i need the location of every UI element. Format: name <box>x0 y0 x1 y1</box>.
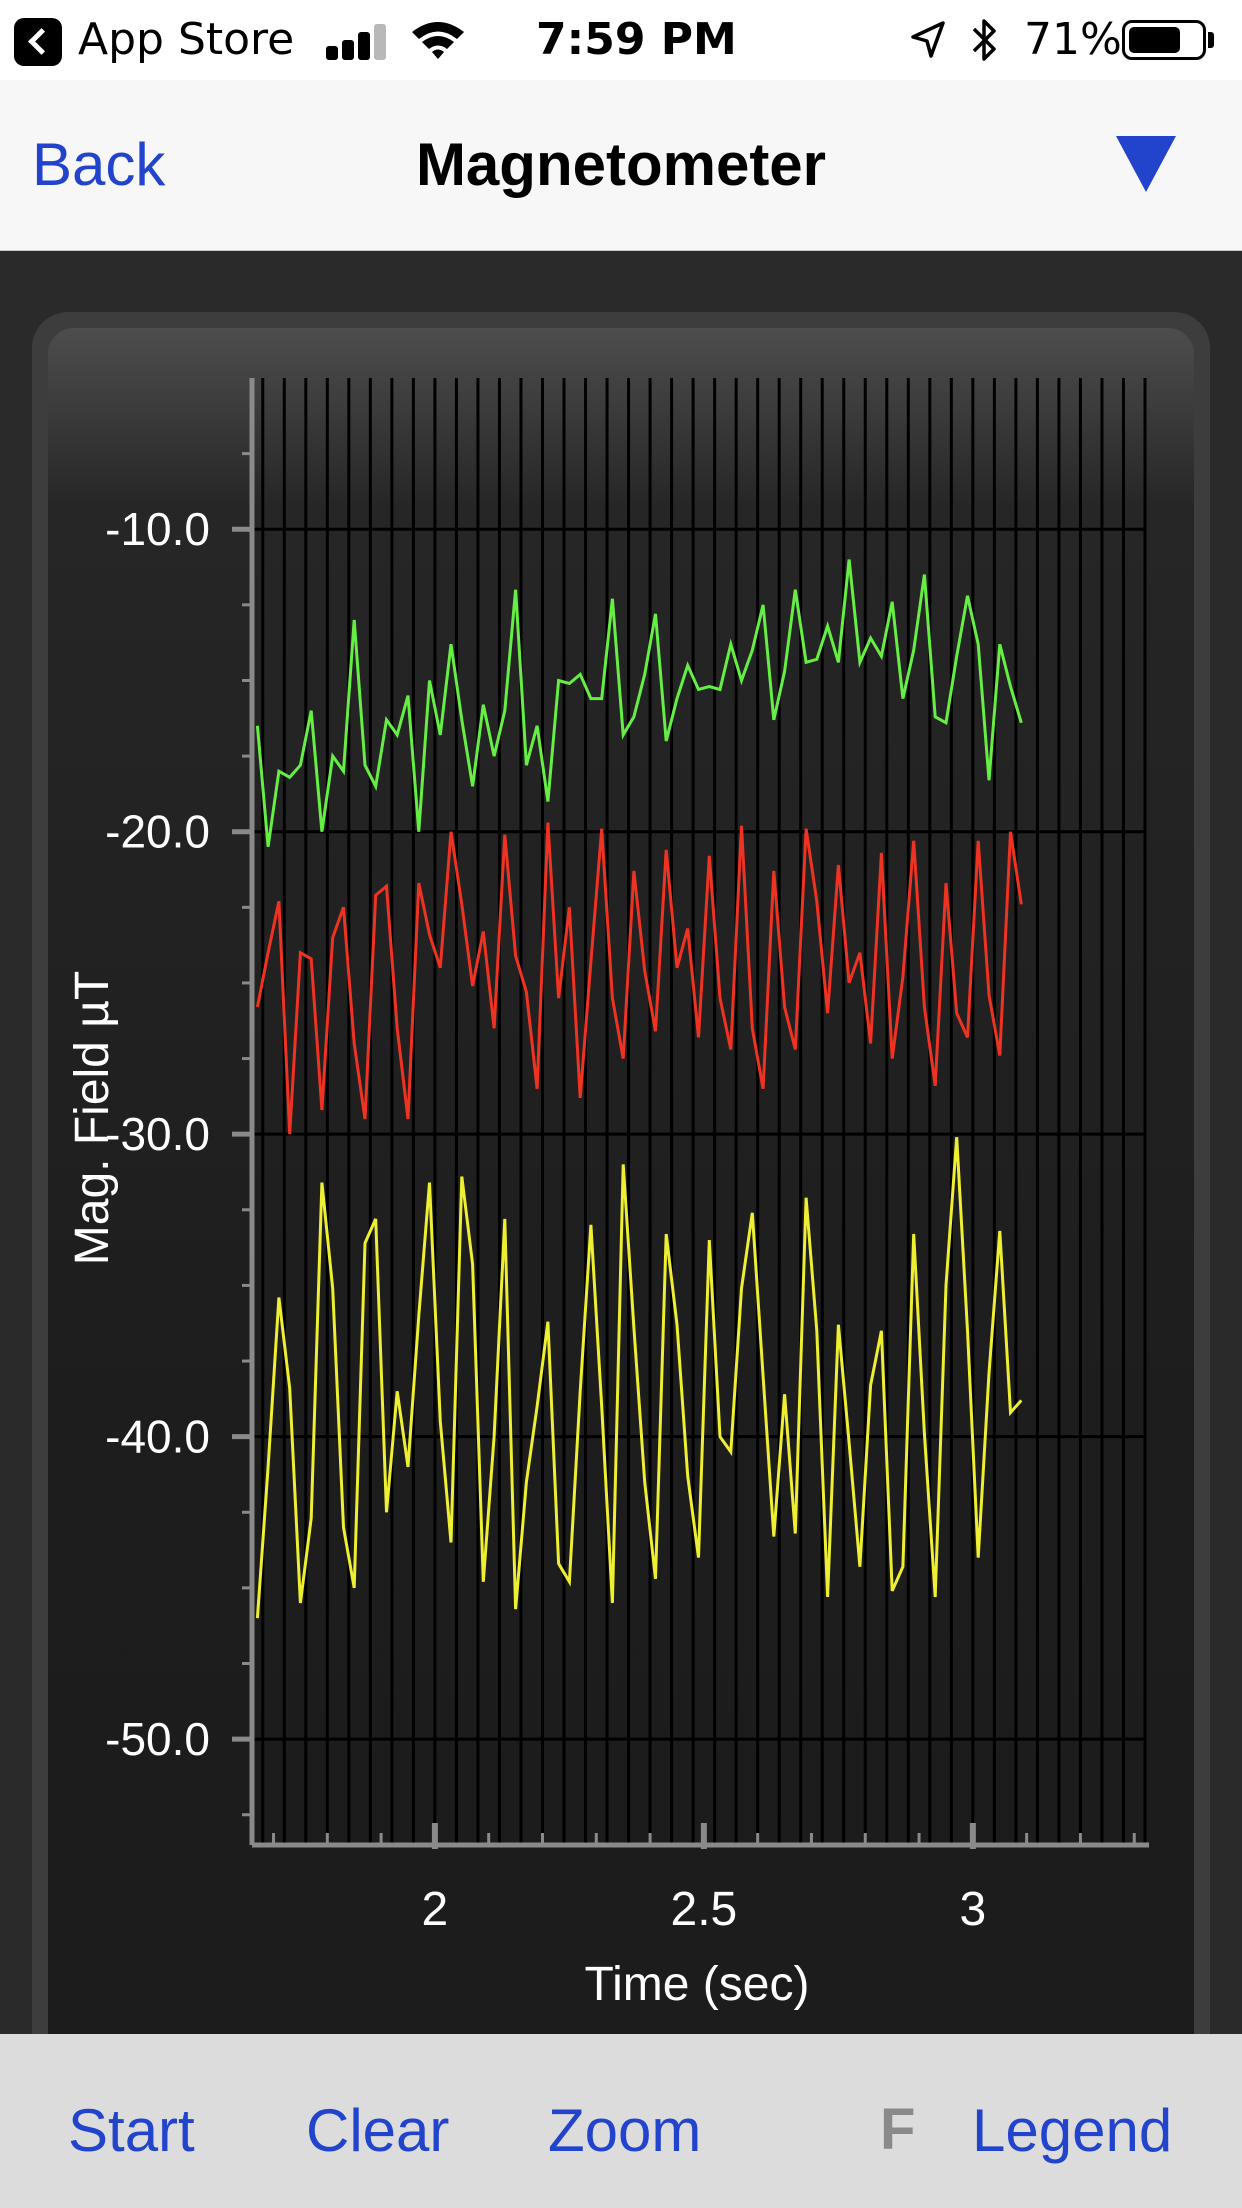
back-button[interactable]: Back <box>32 131 166 198</box>
x-tick-label: 2.5 <box>671 1883 738 1936</box>
status-time: 7:59 PM <box>536 14 737 65</box>
magnetometer-chart[interactable]: -10.0 -20.0 -30.0 -40.0 -50.0 2 2.5 3 Time (sec… <box>0 250 1242 2020</box>
filter-button[interactable]: F <box>880 2097 916 2162</box>
y-axis-label: Mag. Field µT <box>66 971 119 1265</box>
bottom-toolbar: Start Clear Zoom F Legend <box>0 2034 1242 2208</box>
battery-icon <box>1122 20 1206 60</box>
bluetooth-icon <box>972 19 996 61</box>
x-tick-label: 2 <box>422 1883 449 1936</box>
clear-button[interactable]: Clear <box>306 2097 450 2164</box>
x-tick-label: 3 <box>960 1883 987 1936</box>
zoom-button[interactable]: Zoom <box>548 2097 702 2164</box>
battery-tip <box>1208 32 1214 48</box>
y-tick-label: -10.0 <box>105 503 210 555</box>
chart-series <box>255 559 1023 1619</box>
legend-button[interactable]: Legend <box>972 2097 1173 2164</box>
cellular-signal-icon <box>326 24 390 60</box>
status-bar: App Store 7:59 PM 71% <box>0 0 1242 80</box>
location-arrow-icon <box>911 21 945 58</box>
chart-tick-labels: -10.0 -20.0 -30.0 -40.0 -50.0 2 2.5 3 <box>105 503 986 1936</box>
series-line-1 <box>255 559 1023 848</box>
navigation-bar: Back Magnetometer <box>0 80 1242 251</box>
y-tick-label: -30.0 <box>105 1108 210 1160</box>
series-line-2 <box>255 822 1023 1135</box>
series-line-3 <box>255 1137 1023 1619</box>
chart-grid <box>252 378 1147 1845</box>
back-to-app-label[interactable]: App Store <box>78 14 295 65</box>
start-button[interactable]: Start <box>68 2097 195 2164</box>
wifi-icon <box>412 22 464 59</box>
battery-percent: 71% <box>1024 14 1122 65</box>
chart-axes <box>232 378 1149 1849</box>
triangle-down-icon[interactable] <box>1114 134 1178 194</box>
y-tick-label: -20.0 <box>105 806 210 858</box>
y-tick-label: -50.0 <box>105 1713 210 1765</box>
page-title: Magnetometer <box>415 131 827 198</box>
y-tick-label: -40.0 <box>105 1411 210 1463</box>
back-to-app-icon[interactable] <box>14 18 62 66</box>
x-axis-label: Time (sec) <box>585 1958 810 2011</box>
